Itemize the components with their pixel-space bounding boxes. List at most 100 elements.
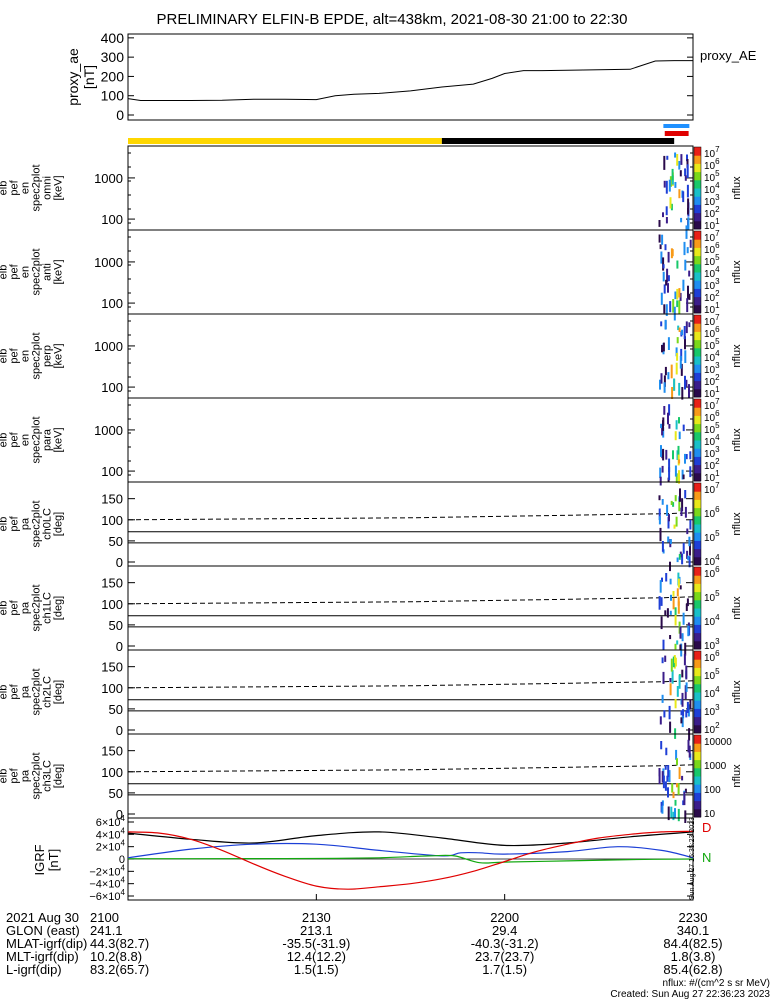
spectrogram-cell [662, 775, 665, 789]
ylabel: elb pef pa spec2plot ch0LC [deg] [0, 500, 65, 547]
spectrogram-cell [664, 366, 667, 376]
colorbar-segment [694, 423, 701, 433]
y-tick-label: 150 [101, 492, 123, 507]
ylabel-line: pef [9, 767, 21, 783]
y-tick-label: −4×104 [89, 876, 125, 891]
spectrogram-cell [672, 450, 674, 460]
y-tick-label: 0 [116, 807, 123, 822]
ylabel-line: [keV] [53, 427, 65, 452]
ylabel-line: elb [0, 601, 10, 616]
spectrogram-cell [687, 198, 690, 212]
igrf-bz-line [127, 854, 694, 864]
y-tick-label: 1000 [94, 423, 123, 438]
y-tick-label: 0 [116, 555, 123, 570]
colorbar-segment [694, 776, 701, 785]
colorbar-segment [694, 743, 701, 752]
colorbar-tick-label: 105 [704, 589, 720, 604]
ylabel-line: en [20, 434, 32, 446]
ylabel-line: ch3LC [42, 760, 54, 792]
ylabel: elb pef pa spec2plot ch3LC [deg] [0, 752, 65, 799]
footer-ephemeris: 2021 Aug 30 2100 2130 2200 2230 GLON (east) 24… [6, 894, 723, 977]
colorbar-segment [694, 667, 701, 677]
spectrogram-cell [686, 701, 689, 713]
colorbar-segment [694, 171, 701, 181]
spectrogram-cell [660, 616, 663, 630]
spectrogram-cell [677, 445, 680, 458]
ylabel-line: [deg] [53, 680, 65, 704]
colorbar-label: nflux [731, 260, 743, 284]
ylabel-line: spec2plot [31, 668, 43, 715]
spectrogram-cell [674, 799, 677, 806]
colorbar-segment [694, 540, 701, 550]
blue-mark [682, 124, 687, 128]
colorbar-segment [694, 288, 701, 298]
colorbar-tick-label: 101 [704, 385, 720, 400]
spectrogram-cell [660, 321, 663, 327]
footer-value: 12.4(12.2) [287, 949, 346, 964]
spectrogram-cell [670, 364, 673, 379]
spectrogram-cell [668, 404, 671, 416]
spectrogram-cell [667, 372, 670, 380]
spectrogram-cell [671, 168, 674, 181]
panel-igrf: IGRF [nT] 6×1044×1042×1040−2×104−4×104−6… [32, 814, 711, 903]
colorbar-frame [693, 398, 702, 482]
colorbar-segment [694, 380, 701, 390]
spectrogram-cell [674, 607, 677, 616]
spectrogram-cell [661, 541, 664, 552]
footer-value: 340.1 [677, 923, 710, 938]
spectrogram-cell [676, 588, 679, 597]
spectrogram-cell [680, 507, 683, 516]
spectrogram-cell [676, 686, 679, 697]
footer-value: 2200 [490, 910, 519, 925]
spectrogram-cell [686, 164, 689, 178]
spectrogram-cell [684, 375, 686, 390]
ylabel-line: [deg] [53, 596, 65, 620]
colorbar-tick-label: 103 [704, 361, 720, 376]
spectrogram-cell [674, 656, 676, 664]
spectrogram-cell [679, 585, 682, 590]
y-tick-label: 1000 [94, 255, 123, 270]
spectrogram-cell [667, 275, 670, 282]
colorbar-segment [694, 163, 701, 173]
spectrogram-cell [688, 322, 691, 328]
colorbar-segment [694, 767, 701, 777]
dashed-reference [127, 596, 694, 605]
spectrogram-cell [665, 449, 668, 460]
spectrogram-cell [689, 239, 692, 248]
y-tick-label: 100 [101, 681, 123, 696]
panel-elb_pef_en_spec2plot_anti: elb pef en spec2plot anti [keV] 10001001071061… [0, 229, 743, 321]
y-tick-label: 100 [101, 88, 125, 104]
footer-value: 29.4 [492, 923, 517, 938]
spectrogram-cell [669, 683, 672, 696]
legend-proxy-ae: proxy_AE [700, 48, 757, 63]
spectrogram-cell [663, 284, 666, 294]
colorbar-tick-label: 102 [704, 721, 720, 736]
y-tick-label: 100 [101, 380, 123, 395]
spectrogram-cell [673, 378, 676, 391]
spectrogram-cell [674, 431, 677, 441]
created-stamp: Created: Sun Aug 27 22:36:23 2023 [610, 989, 770, 1000]
colorbar-segment [694, 624, 701, 634]
colorbar-segment [694, 651, 701, 660]
spectrogram-cell [667, 787, 669, 798]
y-tick-label: −6×104 [89, 888, 125, 903]
spectrogram-cell [685, 665, 688, 680]
spectrogram-cell [684, 788, 687, 793]
y-tick-label: 400 [101, 30, 125, 46]
ylabel-igrf: IGRF [nT] [32, 844, 61, 875]
footer-value: 2100 [90, 910, 119, 925]
spectrogram-cell [662, 257, 665, 271]
spectrogram-cell [661, 234, 664, 245]
spectrogram-cell [676, 758, 678, 766]
colorbar-label: nflux [731, 176, 743, 200]
spectrogram-cell [678, 470, 680, 484]
spectrogram-cell [661, 465, 664, 473]
colorbar-segment [694, 323, 701, 332]
spectrogram-cell [658, 495, 661, 501]
spectrogram-cell [678, 497, 681, 512]
colorbar-tick-label: 101 [704, 217, 720, 232]
spectrogram-cell [665, 279, 668, 286]
colorbar-frame [693, 566, 702, 650]
colorbar-tick-label: 106 [704, 565, 720, 580]
